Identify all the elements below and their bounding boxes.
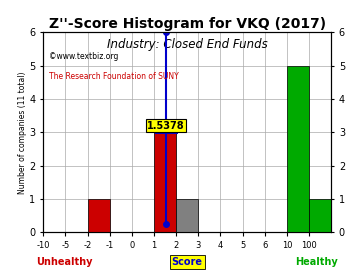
Bar (154, 132, 176, 232)
Bar (309, 199, 331, 232)
Text: Score: Score (172, 257, 203, 267)
Text: 1.5378: 1.5378 (147, 121, 185, 131)
Text: Unhealthy: Unhealthy (37, 257, 93, 267)
Y-axis label: Number of companies (11 total): Number of companies (11 total) (18, 71, 27, 194)
Title: Z''-Score Histogram for VKQ (2017): Z''-Score Histogram for VKQ (2017) (49, 17, 326, 31)
Text: ©www.textbiz.org: ©www.textbiz.org (49, 52, 118, 61)
Bar (176, 199, 198, 232)
Text: The Research Foundation of SUNY: The Research Foundation of SUNY (49, 72, 179, 81)
Text: Healthy: Healthy (296, 257, 338, 267)
Bar (287, 66, 309, 232)
Bar (87, 199, 110, 232)
Text: Industry: Closed End Funds: Industry: Closed End Funds (107, 38, 267, 51)
